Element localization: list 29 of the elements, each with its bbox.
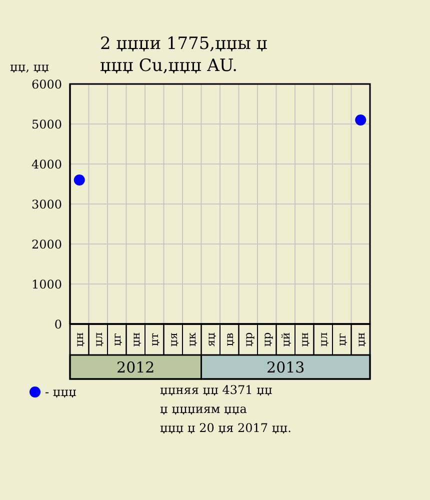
x-tick-label: џн: [298, 332, 312, 347]
x-tick-label: џй: [279, 332, 292, 347]
x-tick-label: џг: [336, 332, 349, 346]
y-tick-label: 1000: [31, 277, 62, 292]
y-tick-label: 4000: [31, 157, 62, 172]
x-tick-label: џн: [129, 332, 142, 347]
text: 2013: [266, 358, 305, 376]
x-tick-label: џн: [73, 332, 86, 347]
y-tick-label: 6000: [31, 77, 62, 92]
y-tick-label: 2000: [31, 237, 62, 252]
x-tick-label: џр: [242, 332, 255, 347]
x-tick-label: џв: [223, 332, 236, 346]
y-tick-label: 0: [54, 317, 62, 332]
x-tick-label: џк: [186, 332, 199, 347]
y-axis-title: џџ, џџ: [10, 60, 50, 74]
x-tick-label: џл: [92, 332, 105, 347]
x-tick-label: џн: [354, 332, 368, 347]
legend-label: - џџџ: [45, 385, 76, 399]
x-tick-label: џя: [166, 332, 180, 347]
text: 2012: [116, 358, 155, 376]
x-tick-label: џт: [148, 332, 162, 346]
y-tick-label: 3000: [31, 197, 62, 212]
x-tick-label: яџ: [204, 332, 218, 347]
x-tick-label: џл: [316, 332, 330, 347]
x-tick-label: џг: [110, 332, 124, 346]
y-tick-label: 5000: [31, 117, 62, 132]
chart-title: 2 џџџи 1775,џџы џ џџџ Cu,џџџ AU.: [100, 33, 268, 77]
x-tick-label: џр: [260, 332, 274, 347]
text: џџняя џџ 4371 џџ џ џџџиям џџа џџџ џ 20 џя 2017 џџ.: [160, 382, 292, 437]
